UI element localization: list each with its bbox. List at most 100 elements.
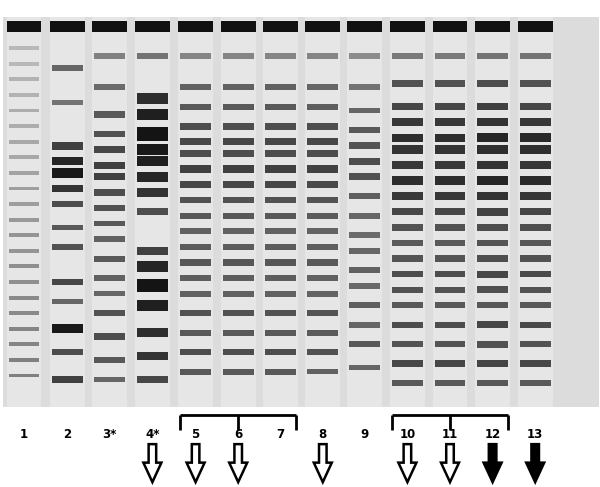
Bar [180,165,211,173]
Bar [8,358,40,362]
Text: 2: 2 [63,428,71,441]
Bar [347,17,382,407]
Text: 8: 8 [319,428,327,441]
Bar [137,300,168,311]
Bar [8,46,40,50]
Bar [307,181,338,188]
Text: 4*: 4* [145,428,160,441]
Bar [434,271,466,278]
Bar [434,161,466,169]
Bar [477,271,508,278]
Bar [135,21,170,32]
Bar [223,260,254,265]
Bar [392,240,423,246]
Bar [137,352,168,360]
Bar [434,240,466,246]
Bar [477,161,508,169]
Bar [307,330,338,336]
Bar [52,142,83,150]
Bar [94,221,125,226]
Bar [477,145,508,154]
Bar [349,248,380,254]
Bar [265,291,296,297]
Bar [137,144,168,155]
Text: 9: 9 [361,428,369,441]
Bar [434,146,466,153]
Bar [137,110,168,119]
Bar [180,369,211,375]
Bar [223,244,254,250]
Bar [180,349,211,356]
Bar [520,302,551,308]
Bar [307,138,338,145]
Bar [307,123,338,130]
Bar [94,256,125,262]
Bar [392,287,423,293]
Bar [52,324,83,333]
Bar [520,380,551,386]
Bar [434,54,466,58]
Bar [434,380,466,386]
Bar [434,208,466,215]
Bar [520,118,551,126]
Bar [137,172,168,182]
Bar [52,157,83,166]
Bar [265,197,296,204]
Bar [433,21,467,32]
Bar [305,17,340,407]
Bar [8,109,40,112]
Bar [477,208,508,216]
Bar [477,360,508,367]
Bar [434,341,466,347]
Bar [349,341,380,347]
Bar [477,103,508,111]
Bar [94,376,125,382]
Bar [477,380,508,386]
Bar [180,275,211,281]
Bar [180,123,211,130]
Bar [94,162,125,169]
Bar [137,127,168,141]
Bar [8,311,40,315]
Bar [265,123,296,130]
Bar [94,112,125,117]
Bar [180,330,211,336]
Bar [477,54,508,58]
Bar [434,80,466,87]
Bar [518,21,553,32]
Polygon shape [484,444,502,482]
Bar [94,357,125,363]
Bar [94,173,125,180]
Bar [434,118,466,126]
Bar [8,327,40,331]
Bar [520,240,551,246]
Bar [137,156,168,166]
Bar [137,261,168,272]
Bar [178,17,213,407]
Bar [349,158,380,165]
Bar [8,264,40,268]
Bar [52,65,83,71]
Bar [392,54,423,58]
Bar [8,342,40,346]
Text: 3*: 3* [103,428,117,441]
Bar [223,275,254,281]
Bar [307,84,338,90]
Bar [520,271,551,278]
Bar [92,21,127,32]
Bar [8,249,40,253]
Bar [392,360,423,367]
Bar [392,208,423,215]
Bar [180,138,211,145]
Bar [307,104,338,110]
Bar [434,176,466,185]
Bar [265,330,296,336]
Text: 11: 11 [442,428,458,441]
Bar [180,213,211,219]
Bar [265,228,296,234]
Bar [265,310,296,317]
Text: 10: 10 [399,428,416,441]
Bar [477,176,508,185]
Bar [221,17,256,407]
Bar [137,94,168,104]
